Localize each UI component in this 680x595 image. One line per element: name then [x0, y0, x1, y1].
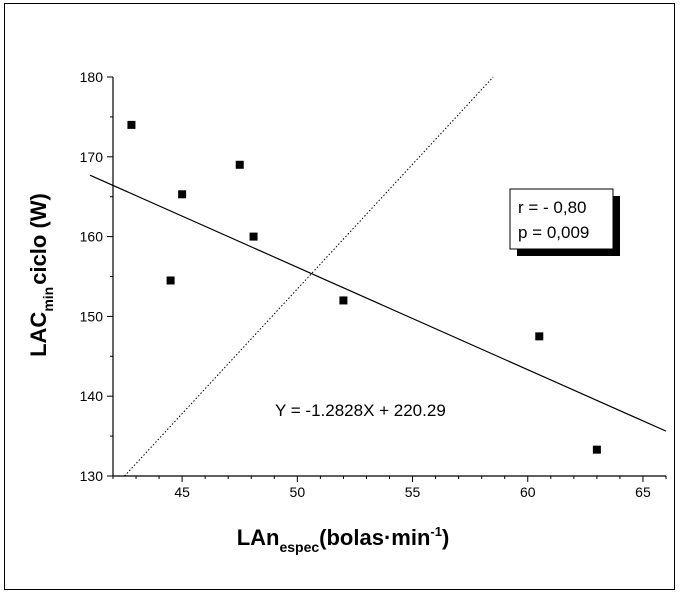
regression-line: [89, 174, 667, 432]
x-axis-title-sub: espec: [279, 539, 319, 555]
data-point: [535, 332, 544, 341]
x-tick-label: 60: [520, 484, 536, 500]
y-axis-title-rest: ciclo (W): [26, 193, 51, 285]
y-tick-label: 130: [80, 468, 104, 484]
x-axis-title-dot: ·: [384, 525, 391, 550]
x-tick-label: 55: [405, 484, 421, 500]
stats-p: p = 0,009: [518, 223, 589, 242]
y-axis-title-sub: min: [40, 287, 56, 312]
y-tick-label: 140: [80, 388, 104, 404]
stats-box: r = - 0,80 p = 0,009: [509, 188, 620, 256]
data-point: [178, 190, 187, 199]
stats-box-frame: [509, 188, 614, 250]
x-tick-label: 45: [174, 484, 190, 500]
data-point: [127, 120, 136, 129]
x-axis-title-main: LAn: [237, 525, 280, 550]
x-axis-title-rest: (bolas: [319, 525, 384, 550]
data-point: [339, 296, 348, 305]
data-point: [166, 276, 175, 285]
y-axis-ticks: 130 140 150 160 170 180: [80, 69, 113, 484]
x-tick-label: 65: [635, 484, 651, 500]
x-axis-ticks: 45 50 55 60 65: [112, 476, 667, 500]
stats-r: r = - 0,80: [518, 198, 587, 217]
y-tick-label: 180: [80, 69, 104, 85]
x-axis-title-sup: -1: [430, 524, 442, 539]
x-tick-label: 50: [290, 484, 306, 500]
x-axis-title: LAnespec(bolas·min-1): [237, 524, 450, 555]
y-axis-title-main: LAC: [26, 312, 51, 357]
y-tick-label: 170: [80, 149, 104, 165]
data-point: [592, 445, 601, 454]
data-points: [127, 120, 601, 454]
y-axis-title: LACmin ciclo (W): [26, 193, 56, 357]
x-axis-title-close: ): [442, 525, 449, 550]
data-point: [235, 160, 244, 169]
data-point: [249, 232, 258, 241]
y-tick-label: 150: [80, 308, 104, 324]
x-axis-title-rest2: min: [391, 525, 430, 550]
fit-lines: [89, 76, 667, 477]
y-tick-label: 160: [80, 229, 104, 245]
regression-equation: Y = -1.2828X + 220.29: [275, 401, 446, 420]
identity-line: [124, 76, 494, 477]
